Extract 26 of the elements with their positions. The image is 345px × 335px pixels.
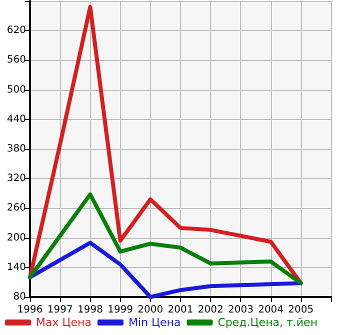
- x-tick-label: 2003: [228, 304, 254, 316]
- y-tick-label: 380: [6, 144, 26, 154]
- line-series: [28, 192, 303, 286]
- x-tick-label: 2001: [168, 304, 194, 316]
- x-tick-label: 2002: [198, 304, 224, 316]
- x-tick-label: 1996: [17, 304, 43, 316]
- y-tick-label: 260: [6, 202, 26, 214]
- y-tick-label: 620: [6, 25, 26, 36]
- y-tick-label: 440: [6, 114, 26, 125]
- x-tick-label: 2004: [258, 304, 284, 316]
- x-tick-label: 2005: [288, 304, 314, 316]
- x-tick-label: 1998: [77, 304, 103, 316]
- x-tick-label: 1997: [47, 304, 73, 316]
- legend-label: Сред.Цена, т.йен: [218, 316, 318, 329]
- line-series: [28, 4, 303, 286]
- legend-label: Max Цена: [36, 316, 92, 329]
- x-tick-label: 1999: [108, 304, 134, 316]
- y-tick-label: 140: [6, 262, 26, 273]
- legend-label: Min Цена: [128, 316, 181, 329]
- y-tick-label: 500: [6, 84, 26, 96]
- y-tick-label: 200: [6, 232, 26, 244]
- y-tick-label: 560: [6, 54, 26, 66]
- y-tick-label: 320: [6, 173, 26, 184]
- line-series: [28, 240, 303, 299]
- x-tick-label: 2000: [138, 304, 164, 316]
- y-tick-label: 80: [13, 292, 26, 302]
